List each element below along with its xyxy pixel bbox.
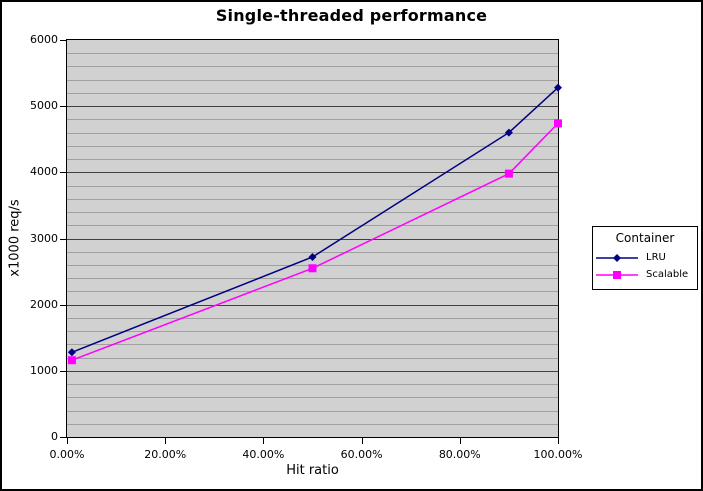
- legend-entry-lru: LRU: [593, 249, 697, 266]
- series-line-lru: [71, 87, 559, 353]
- marker-diamond: [554, 83, 562, 92]
- plot-area: [66, 39, 562, 438]
- y-tick-mark: [60, 370, 67, 372]
- x-tick-label: 40.00%: [242, 448, 285, 461]
- marker-square: [67, 356, 76, 365]
- legend-entry-scalable: Scalable: [593, 266, 697, 283]
- x-axis-title: Hit ratio: [286, 463, 339, 478]
- series-line-scalable: [71, 122, 559, 361]
- legend-sample-square: [596, 270, 638, 279]
- x-tick-mark: [361, 438, 363, 444]
- x-tick-mark: [558, 438, 559, 444]
- x-tick-mark: [165, 438, 167, 444]
- marker-square: [613, 270, 621, 279]
- legend-entry-label: Scalable: [646, 269, 689, 280]
- y-tick-label: 5000: [30, 99, 58, 113]
- x-tick-mark: [459, 438, 461, 444]
- legend-entry-label: LRU: [646, 252, 666, 263]
- y-tick-mark: [60, 304, 67, 306]
- x-tick-label: 60.00%: [340, 448, 383, 461]
- y-tick-mark: [60, 437, 67, 438]
- marker-square: [554, 119, 562, 128]
- x-tick-label: 100.00%: [533, 448, 583, 461]
- x-tick-label: 20.00%: [144, 448, 187, 461]
- x-tick-label: 0.00%: [49, 448, 85, 461]
- y-tick-label: 6000: [30, 33, 58, 46]
- marker-diamond: [504, 128, 513, 137]
- y-tick-mark: [60, 172, 67, 174]
- legend: Container LRU Scalable: [592, 226, 698, 290]
- plot-canvas: [67, 53, 562, 425]
- y-tick-label: 2000: [30, 297, 58, 311]
- chart-title: Single-threaded performance: [215, 6, 488, 25]
- y-tick-label: 0: [51, 430, 58, 443]
- y-tick-mark: [60, 40, 67, 41]
- x-tick-mark: [67, 438, 68, 444]
- y-tick-label: 4000: [30, 165, 58, 179]
- x-tick-mark: [263, 438, 265, 444]
- marker-diamond: [67, 348, 76, 357]
- marker-diamond: [613, 253, 621, 262]
- y-tick-label: 3000: [30, 231, 58, 245]
- marker-diamond: [308, 253, 317, 262]
- legend-entries: LRU Scalable: [593, 249, 697, 283]
- y-tick-mark: [60, 238, 67, 240]
- y-tick-mark: [60, 106, 67, 108]
- legend-sample-diamond: [596, 253, 638, 262]
- marker-square: [504, 169, 513, 178]
- x-tick-label: 80.00%: [438, 448, 481, 461]
- y-tick-label: 1000: [30, 363, 58, 377]
- marker-square: [308, 264, 317, 273]
- legend-title: Container: [615, 231, 675, 245]
